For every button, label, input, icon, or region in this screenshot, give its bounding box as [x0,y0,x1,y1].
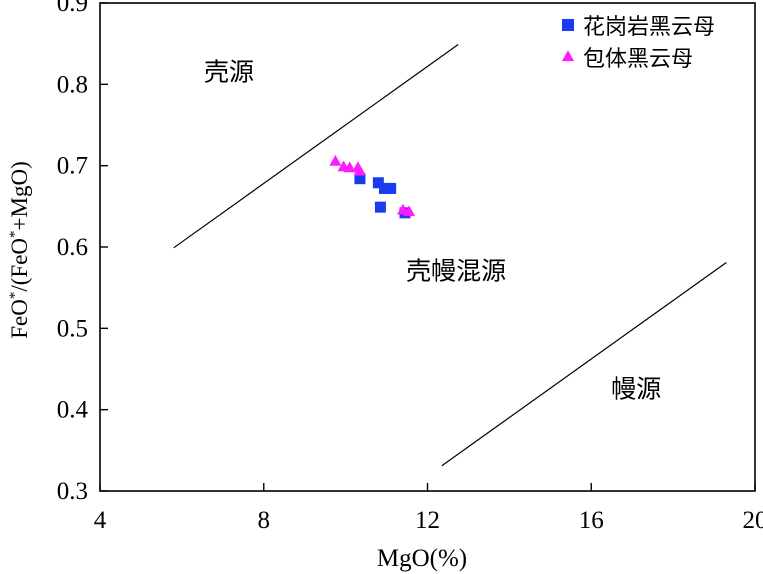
field-boundary-line [441,261,727,467]
y-axis-label-part: FeO [7,299,32,339]
granite-biotite-point [379,182,391,194]
y-tick-label: 0.7 [57,153,88,180]
x-axis-label: MgO(%) [377,545,467,572]
y-tick-label: 0.4 [57,397,89,424]
y-axis-label-asterisk: * [7,230,23,238]
region-label: 壳源 [204,57,254,86]
plot-area-frame [99,2,756,492]
x-tick-label: 12 [415,507,440,534]
legend-marker [562,50,574,62]
y-axis-label-part: +MgO) [7,161,32,230]
y-axis-label-part: /(FeO [7,238,32,292]
x-tick-label: 20 [743,507,763,534]
legend-label: 花岗岩黑云母 [583,15,715,40]
y-tick-label: 0.3 [57,478,88,505]
y-axis-label-asterisk: * [7,292,23,300]
y-tick-label: 0.8 [57,71,88,98]
y-axis-label: FeO*/(FeO*+MgO) [7,161,32,339]
y-tick-label: 0.5 [57,315,88,342]
granite-biotite-point [354,173,366,185]
enclave-biotite-point [329,154,342,166]
x-tick-label: 16 [579,507,604,534]
legend-marker [562,19,574,31]
granite-biotite-point [385,182,397,194]
field-boundary-line [173,43,459,249]
region-label: 幔源 [611,374,661,403]
y-tick-label: 0.9 [57,0,88,17]
granite-biotite-point [372,177,384,189]
granite-biotite-point [374,201,386,213]
x-tick-label: 8 [258,507,271,534]
region-label: 壳幔混源 [406,257,506,286]
enclave-biotite-point [343,161,356,173]
enclave-biotite-point [403,205,416,217]
x-tick-label: 4 [94,507,107,534]
legend-label: 包体黑云母 [583,47,693,72]
y-tick-label: 0.6 [57,234,88,261]
enclave-biotite-point [353,164,366,176]
